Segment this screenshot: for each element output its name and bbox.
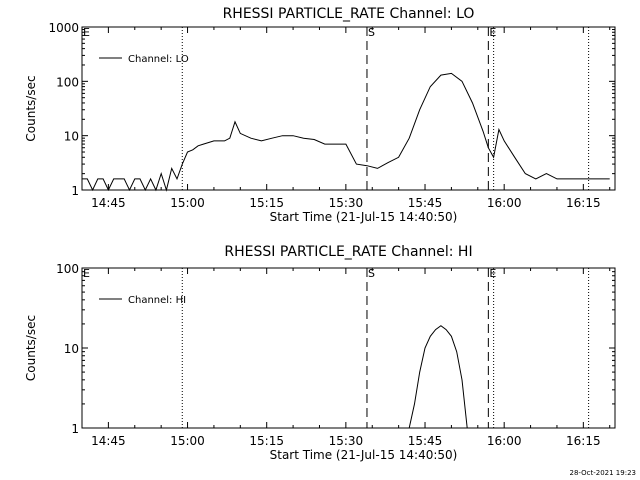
x-tick-label: 16:00 (487, 434, 522, 448)
series-line-0 (82, 72, 610, 192)
panel-hi: RHESSI PARTICLE_RATE Channel: HI 1 10 100 14… (24, 244, 616, 462)
marker-label-s: S (368, 267, 375, 280)
marker-label-s: S (368, 26, 375, 39)
legend-label: Channel: HI (128, 295, 186, 306)
x-tick-label: 15:45 (408, 196, 443, 210)
panel-lo: RHESSI PARTICLE_RATE Channel: LO 1 10 100 10… (24, 6, 616, 224)
timestamp-text: 28-Oct-2021 19:23 (570, 469, 636, 477)
x-tick-label: 14:45 (91, 196, 126, 210)
y-tick-label: 10 (64, 130, 79, 144)
chart-title: RHESSI PARTICLE_RATE Channel: LO (223, 6, 475, 22)
x-tick-label: 15:00 (170, 434, 205, 448)
x-tick-label: 15:15 (249, 196, 284, 210)
x-axis-label: Start Time (21-Jul-15 14:40:50) (270, 448, 458, 462)
series-line-0 (408, 325, 468, 429)
legend-label: Channel: LO (128, 54, 189, 65)
y-axis-label: Counts/sec (24, 75, 38, 141)
x-tick-label: 16:15 (566, 196, 601, 210)
y-tick-label: 10 (64, 342, 79, 356)
x-axis-label: Start Time (21-Jul-15 14:40:50) (270, 210, 458, 224)
x-tick-label: 15:30 (329, 196, 364, 210)
x-tick-label: 16:00 (487, 196, 522, 210)
y-tick-label: 100 (56, 75, 79, 89)
marker-label-e: E (489, 26, 496, 39)
edge-label: E (83, 267, 90, 280)
x-tick-label: 15:15 (249, 434, 284, 448)
x-tick-label: 15:30 (329, 434, 364, 448)
y-axis-label: Counts/sec (24, 315, 38, 381)
chart-title: RHESSI PARTICLE_RATE Channel: HI (224, 244, 472, 260)
y-tick-label: 100 (56, 262, 79, 276)
y-tick-label: 1000 (48, 21, 79, 35)
x-tick-label: 16:15 (566, 434, 601, 448)
x-tick-label: 14:45 (91, 434, 126, 448)
x-tick-label: 15:45 (408, 434, 443, 448)
plot-frame (81, 26, 616, 191)
plot-frame (81, 267, 616, 429)
y-tick-label: 1 (71, 184, 79, 198)
y-tick-label: 1 (71, 422, 79, 436)
marker-label-e: E (489, 267, 496, 280)
x-tick-label: 15:00 (170, 196, 205, 210)
edge-label: E (83, 26, 90, 39)
